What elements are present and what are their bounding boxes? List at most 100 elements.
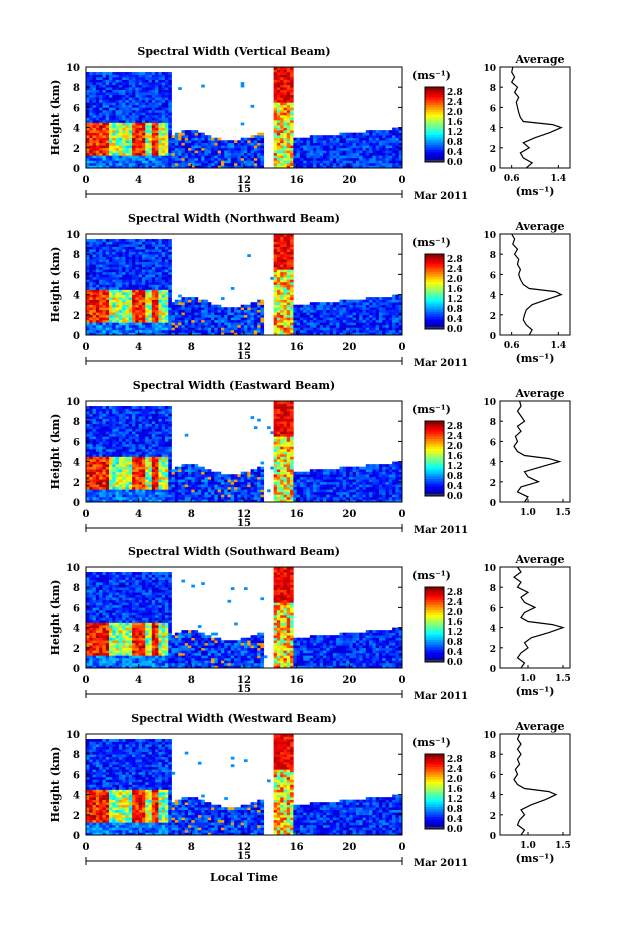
colorbar-step: [425, 149, 444, 153]
heatmap-cell: [197, 319, 202, 323]
heatmap-cell: [280, 89, 284, 93]
heatmap-cell: [89, 471, 93, 475]
heatmap-cell: [125, 302, 130, 305]
heatmap-cell: [155, 264, 159, 268]
heatmap-cell: [283, 256, 288, 260]
heatmap-cell: [378, 309, 383, 313]
heatmap-cell: [122, 279, 126, 283]
heatmap-cell: [86, 451, 90, 455]
heatmap-cell: [309, 165, 314, 169]
heatmap-cell: [316, 324, 321, 328]
heatmap-cell: [244, 150, 248, 154]
heatmap-cell: [158, 74, 163, 78]
heatmap-cell: [346, 307, 350, 311]
heatmap-cell: [92, 249, 97, 252]
heatmap-cell: [165, 137, 169, 141]
heatmap-cell: [290, 107, 294, 111]
heatmap-cell: [128, 261, 133, 265]
x-tick-label: 0: [83, 342, 90, 353]
heatmap-cell: [378, 160, 383, 164]
heatmap-cell: [109, 239, 113, 242]
heatmap-cell: [276, 135, 281, 138]
heatmap-cell: [135, 261, 139, 265]
heatmap-cell: [276, 294, 281, 298]
heatmap-cell: [290, 122, 294, 126]
heatmap-cell: [89, 135, 93, 138]
heatmap-cell: [109, 77, 113, 80]
heatmap-cell: [122, 94, 126, 98]
heatmap-cell: [125, 317, 130, 321]
heatmap-cell: [105, 152, 110, 156]
heatmap-cell: [138, 456, 143, 460]
heatmap-cell: [158, 94, 163, 98]
average-y-tick-label: 6: [490, 104, 496, 114]
heatmap-cell: [329, 327, 334, 331]
heatmap-cell: [86, 471, 90, 475]
heatmap-cell: [382, 317, 386, 321]
heatmap-cell: [253, 155, 258, 159]
heatmap-cell: [115, 443, 120, 447]
heatmap-cell: [257, 162, 261, 166]
heatmap-cell: [125, 99, 130, 103]
heatmap-cell: [234, 317, 238, 321]
heatmap-cell: [286, 284, 291, 288]
heatmap-cell: [138, 241, 143, 245]
heatmap-cell: [89, 125, 93, 128]
heatmap-cell: [217, 327, 222, 331]
heatmap-cell: [118, 137, 123, 141]
heatmap-cell: [105, 489, 110, 493]
heatmap-cell: [141, 155, 146, 159]
heatmap-cell: [178, 294, 182, 298]
heatmap-cell: [299, 152, 304, 156]
heatmap-cell: [286, 165, 291, 169]
heatmap-cell: [290, 322, 294, 326]
heatmap-cell: [161, 292, 166, 295]
heatmap-cell: [86, 299, 90, 303]
heatmap-cell: [290, 329, 294, 333]
heatmap-cell: [115, 102, 120, 106]
heatmap-cell: [161, 281, 166, 285]
heatmap-cell: [86, 438, 90, 442]
heatmap-cell: [332, 147, 337, 151]
heatmap-cell: [346, 142, 350, 146]
heatmap-cell: [346, 132, 350, 136]
heatmap-cell: [125, 304, 130, 308]
heatmap-cell: [132, 92, 136, 96]
heatmap-cell: [128, 459, 133, 462]
heatmap-cell: [197, 332, 202, 336]
heatmap-cell: [168, 114, 172, 118]
heatmap-cell: [188, 329, 192, 333]
heatmap-cell: [197, 142, 202, 146]
heatmap-cell: [118, 324, 123, 328]
heatmap-cell: [132, 112, 136, 116]
colorbar-step: [425, 304, 444, 307]
heatmap-cell: [135, 140, 139, 144]
heatmap-cell: [86, 289, 90, 293]
heatmap-cell: [273, 132, 278, 136]
heatmap-cell: [125, 459, 130, 462]
heatmap-cell: [141, 241, 146, 245]
heatmap-cell: [355, 304, 360, 308]
heatmap-cell: [95, 269, 100, 273]
heatmap-cell: [128, 259, 133, 263]
heatmap-cell: [283, 236, 288, 240]
heatmap-cell: [349, 332, 353, 336]
heatmap-cell: [132, 135, 136, 138]
heatmap-cell: [296, 332, 301, 336]
heatmap-cell: [118, 127, 123, 131]
heatmap-cell: [227, 160, 232, 164]
average-y-tick-label: 8: [490, 251, 496, 261]
heatmap-cell: [99, 72, 103, 75]
heatmap-cell: [128, 94, 133, 98]
heatmap-cell: [280, 152, 284, 156]
heatmap-cell: [339, 137, 344, 141]
heatmap-cell: [362, 299, 367, 303]
heatmap-cell: [385, 137, 390, 141]
heatmap-cell: [138, 147, 143, 151]
heatmap-cell: [283, 135, 288, 138]
heatmap-cell: [138, 261, 143, 265]
heatmap-cell: [280, 289, 284, 293]
heatmap-cell: [283, 322, 288, 326]
heatmap-cell: [260, 132, 265, 136]
heatmap-cell: [148, 276, 153, 280]
